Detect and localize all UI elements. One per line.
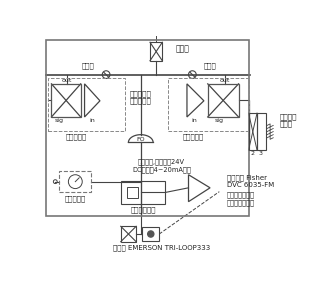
Bar xyxy=(121,181,166,204)
Bar xyxy=(150,42,162,61)
Text: 3: 3 xyxy=(259,151,263,157)
Text: out: out xyxy=(219,78,230,82)
Text: in: in xyxy=(89,118,95,123)
Text: 过滤减压阀: 过滤减压阀 xyxy=(65,195,86,202)
Bar xyxy=(127,187,138,198)
Text: 主定位器 Fisher
DVC 6035-FM: 主定位器 Fisher DVC 6035-FM xyxy=(227,175,274,188)
Bar xyxy=(59,171,91,192)
Text: 气动放大器: 气动放大器 xyxy=(65,134,86,140)
Bar xyxy=(168,79,249,131)
Text: FO: FO xyxy=(136,137,145,142)
Bar xyxy=(46,40,249,216)
Text: 2: 2 xyxy=(251,151,255,157)
Circle shape xyxy=(148,231,154,237)
Bar xyxy=(121,226,136,242)
Text: 两位三通
电磁阀: 两位三通 电磁阀 xyxy=(279,113,297,127)
Text: out: out xyxy=(62,78,72,82)
Text: 两芯电缆,同时提供24V
DC供电和4~20mA信号: 两芯电缆,同时提供24V DC供电和4~20mA信号 xyxy=(132,158,191,172)
Bar xyxy=(208,84,239,117)
Text: 单向阀: 单向阀 xyxy=(204,62,216,69)
Bar xyxy=(51,84,81,117)
Bar xyxy=(142,227,159,241)
Text: 气动放大器: 气动放大器 xyxy=(183,134,204,140)
Text: 阀位反馈信号去
计机和间变送器: 阀位反馈信号去 计机和间变送器 xyxy=(227,191,255,206)
Text: 单向阀: 单向阀 xyxy=(82,62,95,69)
Text: sig: sig xyxy=(55,118,64,123)
Bar xyxy=(249,113,257,150)
Text: 变送器 EMERSON TRI-LOOP333: 变送器 EMERSON TRI-LOOP333 xyxy=(113,245,210,251)
Text: in: in xyxy=(191,118,197,123)
Bar xyxy=(257,113,265,150)
Text: 阀位反馈模块: 阀位反馈模块 xyxy=(130,207,156,213)
Text: sig: sig xyxy=(215,118,224,123)
Text: 阻尼器: 阻尼器 xyxy=(175,44,189,53)
Text: 行行程降噪
偏心旋转阀: 行行程降噪 偏心旋转阀 xyxy=(130,90,152,104)
Bar xyxy=(48,79,125,131)
